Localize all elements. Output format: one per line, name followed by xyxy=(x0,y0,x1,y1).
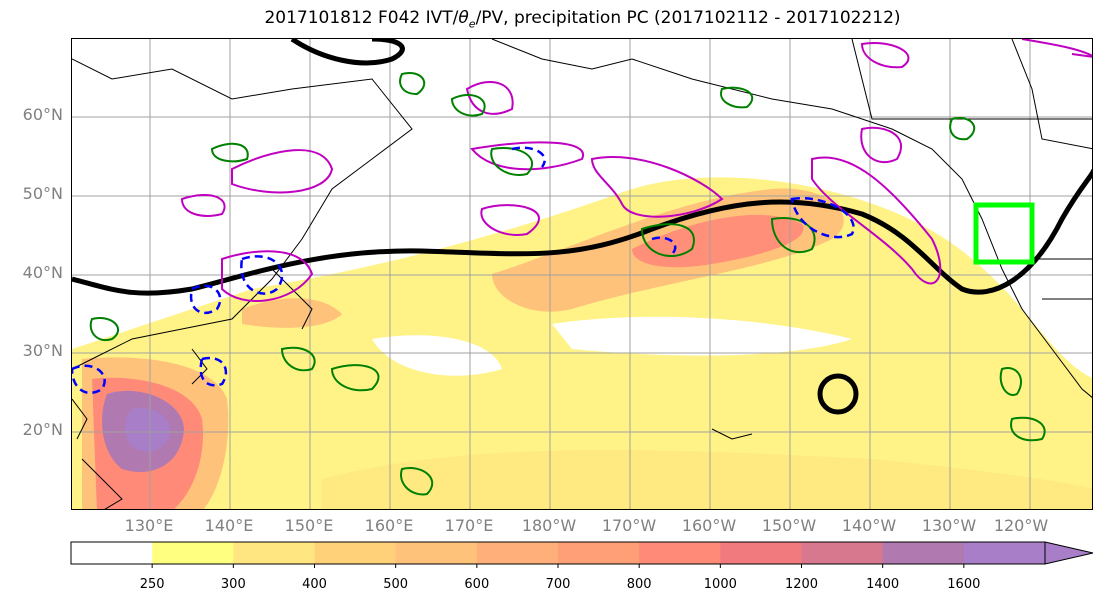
colorbar-tick-label: 1400 xyxy=(866,577,900,592)
colorbar-tick-label: 700 xyxy=(545,577,571,592)
colorbar-tick-label: 1000 xyxy=(703,577,737,592)
lat-label-40: 40°N xyxy=(22,263,63,282)
lon-label-130e: 130°E xyxy=(124,516,174,535)
colorbar-swatch xyxy=(395,542,478,564)
lon-label-160e: 160°E xyxy=(364,516,414,535)
colorbar-extend-arrow xyxy=(1044,541,1094,565)
colorbar-tick-label: 500 xyxy=(383,577,409,592)
colorbar-swatch xyxy=(71,542,153,564)
lat-label-60: 60°N xyxy=(22,105,63,124)
colorbar-tick-label: 300 xyxy=(220,577,246,592)
lon-label-170w: 170°W xyxy=(601,516,657,535)
colorbar-swatch xyxy=(558,542,640,564)
target-region-box xyxy=(973,202,1035,265)
colorbar-tick-label: 600 xyxy=(464,577,490,592)
colorbar-swatch xyxy=(720,542,802,564)
lon-label-140w: 140°W xyxy=(841,516,897,535)
colorbar-tick-label: 400 xyxy=(302,577,327,592)
ivt-shading xyxy=(72,177,1092,509)
dashed-contours xyxy=(72,146,855,395)
map-canvas xyxy=(72,39,1092,509)
colorbar-swatch xyxy=(882,542,965,564)
colorbar-swatch xyxy=(639,542,721,564)
colorbar-swatch xyxy=(476,542,559,564)
lat-label-20: 20°N xyxy=(22,420,63,439)
lon-label-140e: 140°E xyxy=(204,516,254,535)
lon-label-150e: 150°E xyxy=(284,516,334,535)
lat-label-50: 50°N xyxy=(22,184,63,203)
lon-label-180w: 180°W xyxy=(521,516,577,535)
colorbar-swatch xyxy=(801,542,884,564)
colorbar-swatch xyxy=(233,542,315,564)
lon-label-160w: 160°W xyxy=(681,516,737,535)
lon-label-170e: 170°E xyxy=(444,516,494,535)
lat-label-30: 30°N xyxy=(22,341,63,360)
colorbar-tick-label: 1600 xyxy=(947,577,981,592)
colorbar-tick-label: 1200 xyxy=(784,577,819,592)
lon-label-150w: 150°W xyxy=(761,516,817,535)
map-panel xyxy=(71,38,1093,510)
coastlines xyxy=(72,39,1092,509)
colorbar-tick-label: 250 xyxy=(139,577,165,592)
pv-contours xyxy=(180,39,1092,302)
colorbar-tick-label: 800 xyxy=(626,577,652,592)
colorbar-swatch xyxy=(963,542,1046,564)
lon-label-130w: 130°W xyxy=(921,516,977,535)
colorbar-swatch xyxy=(314,542,397,564)
colorbar-swatch xyxy=(152,542,234,564)
map-title: 2017101812 F042 IVT/θe/PV, precipitation… xyxy=(264,8,901,31)
lon-label-120w: 120°W xyxy=(993,516,1049,535)
colorbar xyxy=(70,541,1094,568)
